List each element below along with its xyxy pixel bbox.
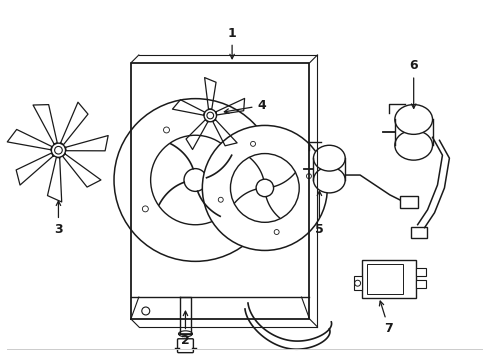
Circle shape — [114, 99, 276, 261]
Ellipse shape — [313, 145, 345, 171]
Text: 7: 7 — [379, 301, 392, 336]
Circle shape — [150, 135, 240, 225]
Circle shape — [203, 109, 216, 122]
Circle shape — [202, 125, 326, 251]
Text: 3: 3 — [54, 201, 62, 236]
Text: 4: 4 — [224, 99, 265, 113]
Text: 1: 1 — [227, 27, 236, 59]
Bar — [410, 227, 426, 238]
Circle shape — [183, 168, 206, 192]
Text: 5: 5 — [314, 191, 323, 236]
Bar — [415, 268, 425, 276]
Circle shape — [51, 143, 65, 157]
Ellipse shape — [313, 167, 345, 193]
Bar — [361, 260, 415, 298]
Circle shape — [256, 179, 273, 197]
Bar — [415, 280, 425, 288]
Bar — [366, 264, 403, 294]
Text: 2: 2 — [181, 311, 189, 347]
Bar — [399, 196, 417, 208]
FancyBboxPatch shape — [177, 339, 193, 353]
Text: 6: 6 — [408, 59, 417, 108]
Circle shape — [230, 154, 299, 222]
Ellipse shape — [394, 130, 432, 160]
Bar — [353, 276, 361, 290]
Ellipse shape — [394, 105, 432, 134]
